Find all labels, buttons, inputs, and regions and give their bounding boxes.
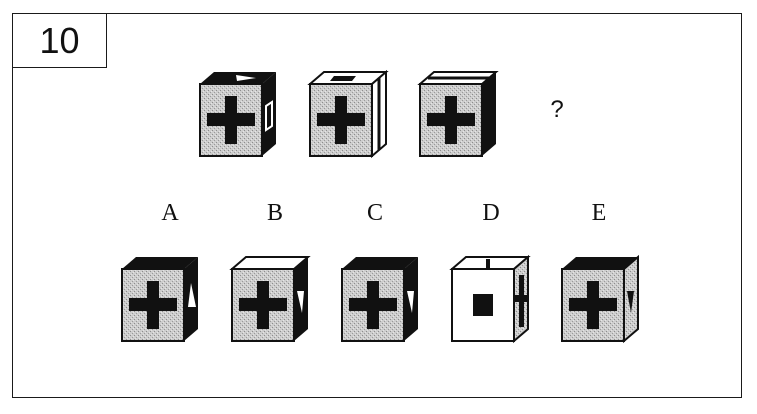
cube-option-a-icon[interactable] [118, 255, 204, 343]
option-label-b: B [266, 200, 283, 226]
option-label-c: C [366, 200, 383, 226]
cube-1-icon [199, 72, 276, 157]
missing-cube-marker: ? [550, 96, 564, 123]
option-label-d: D [482, 200, 500, 226]
cube-option-e-icon[interactable] [558, 254, 644, 344]
puzzle-frame [12, 13, 742, 398]
option-label-a: A [161, 200, 179, 226]
cube-option-d-icon[interactable] [448, 254, 534, 344]
cube-2-icon [307, 69, 389, 159]
cube-option-c-icon[interactable] [338, 255, 424, 343]
question-number: 10 [12, 13, 107, 68]
cube-3-icon [417, 71, 499, 157]
cube-option-b-icon[interactable] [228, 255, 314, 343]
option-label-e: E [591, 200, 607, 226]
